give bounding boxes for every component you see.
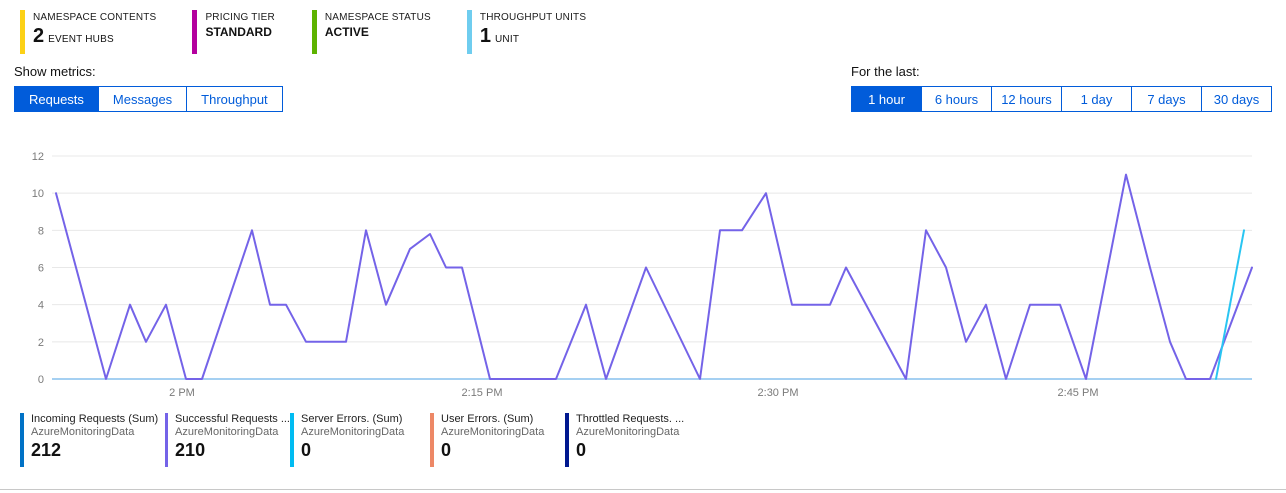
time-range-label: For the last: xyxy=(851,64,920,79)
legend-value: 0 xyxy=(441,440,452,460)
legend-card-user-errors-sum[interactable]: User Errors. (Sum) AzureMonitoringData 0 xyxy=(430,413,565,467)
legend-card-incoming-requests-sum[interactable]: Incoming Requests (Sum) AzureMonitoringD… xyxy=(20,413,165,467)
range-option-30-days[interactable]: 30 days xyxy=(1201,86,1272,112)
metric-tabs: Requests Messages Throughput xyxy=(14,86,1272,112)
svg-text:8: 8 xyxy=(38,225,44,237)
time-range-tabs: 1 hour 6 hours 12 hours 1 day 7 days 30 … xyxy=(851,86,1272,112)
stat-text: THROUGHPUT UNITS 1 UNIT xyxy=(480,10,586,54)
stat-value: 2 xyxy=(33,25,45,47)
stat-text: NAMESPACE CONTENTS 2 EVENT HUBS xyxy=(33,10,156,54)
legend-value: 0 xyxy=(301,440,312,460)
stat-color-bar xyxy=(466,10,472,54)
range-option-12-hours[interactable]: 12 hours xyxy=(991,86,1062,112)
svg-text:6: 6 xyxy=(38,263,44,275)
svg-text:2:30 PM: 2:30 PM xyxy=(758,387,799,399)
legend-text: Incoming Requests (Sum) AzureMonitoringD… xyxy=(31,413,158,467)
legend-text: Successful Requests ... AzureMonitoringD… xyxy=(175,413,290,467)
legend-metric-title: Incoming Requests (Sum) xyxy=(31,413,159,425)
legend-text: User Errors. (Sum) AzureMonitoringData 0 xyxy=(441,413,544,467)
svg-text:10: 10 xyxy=(32,188,44,200)
stat-value-row: 1 UNIT xyxy=(480,25,586,48)
metrics-chart-svg[interactable]: 0 2 4 6 8 10 12 2 PM 2:15 PM 2:30 PM 2:45 PM xyxy=(14,144,1272,406)
bottom-divider xyxy=(0,489,1286,490)
stat-color-bar xyxy=(192,10,198,54)
stat-label: NAMESPACE CONTENTS xyxy=(33,12,157,23)
stat-value-row: 2 EVENT HUBS xyxy=(33,25,156,48)
legend-text: Throttled Requests. ... AzureMonitoringD… xyxy=(576,413,684,467)
stat-label: PRICING TIER xyxy=(205,12,275,23)
range-option-1-day[interactable]: 1 day xyxy=(1061,86,1132,112)
time-range-group: For the last: 1 hour 6 hours 12 hours 1 … xyxy=(851,64,1272,112)
svg-text:12: 12 xyxy=(32,151,44,163)
stat-label: NAMESPACE STATUS xyxy=(324,12,431,23)
stats-row: NAMESPACE CONTENTS 2 EVENT HUBS PRICING … xyxy=(0,0,1286,54)
controls-row: Show metrics: Requests Messages Throughp… xyxy=(14,64,1272,120)
stat-unit: UNIT xyxy=(495,34,520,45)
svg-text:4: 4 xyxy=(38,300,44,312)
legend-color-bar xyxy=(20,413,24,467)
range-option-1-hour[interactable]: 1 hour xyxy=(851,86,922,112)
legend-source: AzureMonitoringData xyxy=(175,426,279,438)
legend-color-bar xyxy=(430,413,434,467)
legend-color-bar xyxy=(290,413,294,467)
legend-metric-title: User Errors. (Sum) xyxy=(441,413,534,425)
legend-metric-title: Server Errors. (Sum) xyxy=(301,413,403,425)
range-option-6-hours[interactable]: 6 hours xyxy=(921,86,992,112)
range-option-7-days[interactable]: 7 days xyxy=(1131,86,1202,112)
legend-source: AzureMonitoringData xyxy=(31,426,135,438)
legend-source: AzureMonitoringData xyxy=(576,426,680,438)
stat-card-pricing-tier[interactable]: PRICING TIER STANDARD xyxy=(192,10,275,54)
legend-card-successful-requests[interactable]: Successful Requests ... AzureMonitoringD… xyxy=(165,413,290,467)
show-metrics-group: Show metrics: Requests Messages Throughp… xyxy=(14,64,1272,112)
legend-source: AzureMonitoringData xyxy=(301,426,405,438)
legend-value: 212 xyxy=(31,440,62,460)
stat-value: ACTIVE xyxy=(324,25,369,39)
stat-value-row: STANDARD xyxy=(205,25,275,39)
stat-value: STANDARD xyxy=(205,25,272,39)
legend-card-throttled-requests[interactable]: Throttled Requests. ... AzureMonitoringD… xyxy=(565,413,684,467)
legend-card-server-errors-sum[interactable]: Server Errors. (Sum) AzureMonitoringData… xyxy=(290,413,430,467)
svg-text:0: 0 xyxy=(38,374,44,386)
stat-card-namespace-contents[interactable]: NAMESPACE CONTENTS 2 EVENT HUBS xyxy=(20,10,156,54)
stat-unit: EVENT HUBS xyxy=(48,34,114,45)
legend-text: Server Errors. (Sum) AzureMonitoringData… xyxy=(301,413,404,467)
svg-text:2: 2 xyxy=(38,337,44,349)
svg-text:2:45 PM: 2:45 PM xyxy=(1058,387,1099,399)
legend-source: AzureMonitoringData xyxy=(441,426,545,438)
show-metrics-label: Show metrics: xyxy=(14,64,96,79)
legend-metric-title: Throttled Requests. ... xyxy=(576,413,685,425)
legend-value: 0 xyxy=(576,440,587,460)
legend-metric-title: Successful Requests ... xyxy=(175,413,290,425)
stat-color-bar xyxy=(311,10,317,54)
stat-label: THROUGHPUT UNITS xyxy=(479,12,587,23)
stat-card-throughput-units[interactable]: THROUGHPUT UNITS 1 UNIT xyxy=(466,10,586,54)
stat-card-namespace-status[interactable]: NAMESPACE STATUS ACTIVE xyxy=(311,10,431,54)
svg-text:2 PM: 2 PM xyxy=(169,387,195,399)
legend-color-bar xyxy=(565,413,569,467)
chart-legend-row: Incoming Requests (Sum) AzureMonitoringD… xyxy=(20,413,1286,467)
metric-tab-throughput[interactable]: Throughput xyxy=(186,86,283,112)
stat-text: NAMESPACE STATUS ACTIVE xyxy=(325,10,431,54)
metric-tab-requests[interactable]: Requests xyxy=(14,86,99,112)
metric-tab-messages[interactable]: Messages xyxy=(97,86,188,112)
stat-value: 1 xyxy=(479,25,492,47)
legend-value: 210 xyxy=(175,440,206,460)
stat-color-bar xyxy=(20,10,25,54)
stat-value-row: ACTIVE xyxy=(325,25,431,39)
svg-text:2:15 PM: 2:15 PM xyxy=(462,387,503,399)
metrics-chart[interactable]: 0 2 4 6 8 10 12 2 PM 2:15 PM 2:30 PM 2:45 PM xyxy=(14,144,1272,411)
stat-text: PRICING TIER STANDARD xyxy=(205,10,275,54)
legend-color-bar xyxy=(165,413,169,467)
